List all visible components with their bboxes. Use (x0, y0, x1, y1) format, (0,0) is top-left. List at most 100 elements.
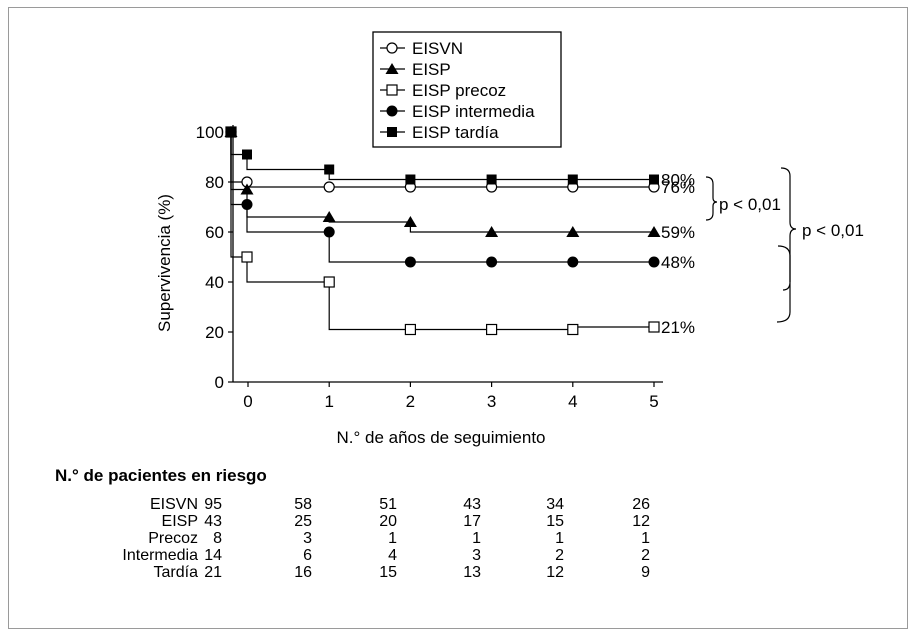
series-line (230, 132, 654, 263)
data-point (226, 127, 236, 137)
risk-cell: 43 (463, 496, 481, 513)
series-lines (230, 132, 654, 331)
data-point (323, 226, 335, 238)
bracket-outer-top (780, 167, 797, 282)
data-point (323, 181, 335, 193)
p-value-2: p < 0,01 (802, 221, 864, 240)
data-point (241, 199, 253, 210)
end-label: 21% (661, 318, 695, 337)
data-point (404, 323, 416, 336)
data-point (242, 149, 252, 160)
data-point (649, 174, 659, 185)
legend-label: EISP precoz (412, 81, 506, 100)
data-point (486, 174, 497, 185)
risk-cell: 43 (204, 513, 222, 530)
risk-row-label: Precoz (148, 530, 198, 547)
data-point (240, 183, 254, 195)
data-point (485, 226, 499, 237)
data-point (647, 226, 661, 237)
data-point (405, 174, 416, 185)
data-point (567, 323, 579, 336)
risk-cell: 4 (388, 547, 397, 564)
risk-table-title: N.° de pacientes en riesgo (55, 466, 267, 485)
data-point (241, 251, 253, 263)
risk-cell: 51 (379, 496, 397, 513)
risk-cell: 26 (632, 496, 650, 513)
legend-marker (386, 42, 398, 54)
data-point (567, 256, 579, 268)
risk-cell: 3 (472, 547, 481, 564)
risk-row-label: Intermedia (122, 547, 198, 564)
data-point (324, 164, 335, 175)
risk-cell: 6 (303, 547, 312, 564)
y-tick-label: 0 (215, 373, 224, 392)
legend-label: EISVN (412, 39, 463, 58)
legend-label: EISP (412, 60, 451, 79)
risk-cell: 9 (641, 564, 650, 581)
bracket-inner (705, 176, 718, 221)
series-line (230, 132, 654, 331)
risk-cell: 2 (641, 547, 650, 564)
risk-cell: 1 (388, 530, 397, 547)
risk-row-label: EISP (161, 513, 198, 530)
y-tick-label: 40 (205, 273, 224, 292)
x-tick-label: 0 (243, 392, 252, 411)
risk-cell: 15 (546, 513, 564, 530)
risk-cell: 1 (555, 530, 564, 547)
risk-cell: 8 (213, 530, 222, 547)
risk-cell: 16 (294, 564, 312, 581)
data-point (648, 321, 660, 333)
risk-cell: 12 (546, 564, 564, 581)
legend-marker (385, 63, 399, 74)
data-point (567, 174, 578, 185)
end-label: 48% (661, 253, 695, 272)
risk-cell: 21 (204, 564, 222, 581)
end-label: 80% (661, 171, 695, 190)
x-tick-label: 1 (324, 392, 333, 411)
data-point (486, 256, 498, 268)
data-point (404, 256, 416, 268)
legend-marker (387, 127, 397, 137)
x-tick-label: 4 (568, 392, 577, 411)
legend-label: EISP intermedia (412, 102, 535, 121)
end-labels: 76% 59% 21% 48% 80% (661, 171, 695, 338)
risk-cell: 34 (546, 496, 564, 513)
risk-cell: 17 (463, 513, 481, 530)
y-tick-label: 60 (205, 223, 224, 242)
legend-marker (386, 105, 398, 117)
x-tick-label: 2 (406, 392, 415, 411)
y-tick-label: 20 (205, 323, 224, 342)
y-tick-label: 100 (196, 123, 224, 142)
legend-label: EISP tardía (412, 123, 499, 142)
data-point (323, 276, 335, 288)
significance-brackets: p < 0,01 p < 0,01 (705, 167, 864, 323)
risk-cell: 3 (303, 530, 312, 547)
data-point (648, 256, 660, 268)
risk-cell: 13 (463, 564, 481, 581)
p-value-1: p < 0,01 (719, 195, 781, 214)
data-point (322, 211, 336, 222)
risk-cell: 15 (379, 564, 397, 581)
legend: EISVN EISP EISP precoz EISP intermedia EISP … (372, 31, 562, 148)
risk-cell: 95 (204, 496, 222, 513)
data-point (486, 323, 498, 336)
risk-row-label: Tardía (153, 564, 198, 581)
data-point (403, 216, 417, 227)
y-tick-label: 80 (205, 173, 224, 192)
risk-cell: 20 (379, 513, 397, 530)
x-tick-label: 3 (487, 392, 496, 411)
risk-cell: 1 (472, 530, 481, 547)
x-tick-label: 5 (649, 392, 658, 411)
legend-marker (386, 84, 398, 96)
data-point (566, 226, 580, 237)
risk-cell: 2 (555, 547, 564, 564)
x-axis-label: N.° de años de seguimiento (336, 428, 545, 447)
figure-frame (8, 7, 908, 629)
axes: 0 20 40 60 80 100 0 1 2 3 4 5 (196, 123, 663, 411)
risk-cell: 58 (294, 496, 312, 513)
risk-cell: 12 (632, 513, 650, 530)
risk-cell: 25 (294, 513, 312, 530)
bracket-outer-bottom (776, 245, 791, 323)
series-markers (224, 126, 661, 336)
